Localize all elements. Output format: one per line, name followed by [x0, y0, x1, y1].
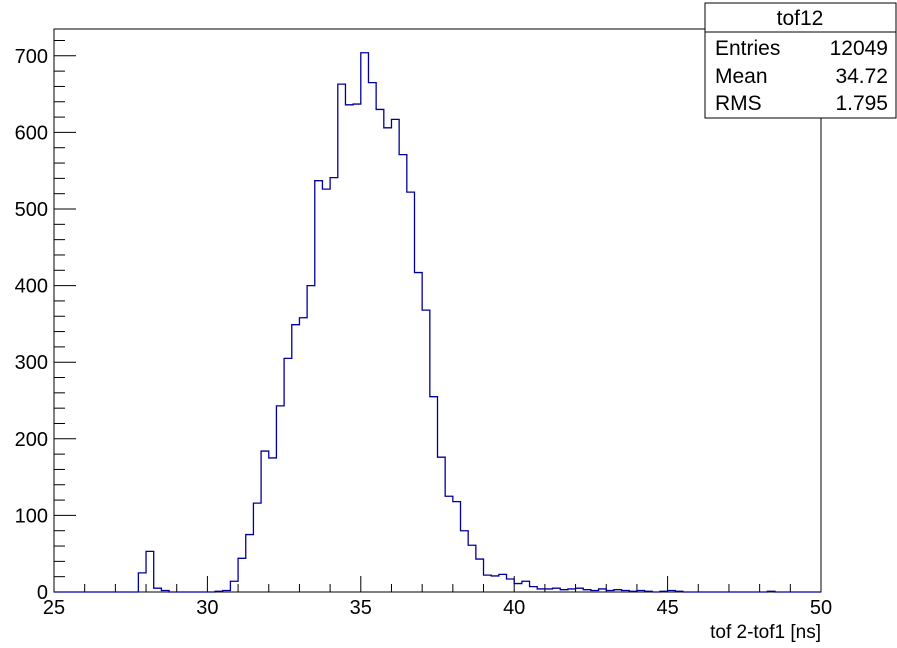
y-axis-major-ticks — [54, 55, 76, 593]
y-tick-label: 300 — [15, 352, 48, 374]
x-tick-label: 30 — [196, 597, 218, 619]
plot-frame — [53, 28, 822, 593]
x-tick-label: 50 — [810, 597, 832, 619]
y-axis-tick-labels: 0 100 200 300 400 500 600 700 — [15, 46, 48, 604]
x-tick-label: 25 — [43, 597, 65, 619]
y-tick-label: 500 — [15, 199, 48, 221]
x-axis-major-ticks — [53, 576, 822, 592]
stats-mean-label: Mean — [715, 65, 768, 88]
stats-entries-label: Entries — [715, 37, 780, 60]
y-tick-label: 100 — [15, 505, 48, 527]
y-tick-label: 200 — [15, 429, 48, 451]
histogram-series-line — [54, 52, 821, 593]
x-axis-title: tof 2-tof1 [ns] — [710, 622, 821, 643]
x-tick-label: 35 — [350, 597, 372, 619]
stats-rms-value: 1.795 — [835, 92, 888, 115]
x-axis-minor-ticks — [84, 584, 791, 592]
y-tick-label: 700 — [15, 46, 48, 68]
stats-mean-value: 34.72 — [835, 65, 888, 88]
y-tick-label: 400 — [15, 276, 48, 298]
x-tick-label: 40 — [503, 597, 525, 619]
x-tick-label: 45 — [656, 597, 678, 619]
stats-rms-label: RMS — [715, 92, 762, 115]
stats-box: tof12 Entries 12049 Mean 34.72 RMS 1.795 — [704, 2, 897, 119]
stats-entries-value: 12049 — [830, 37, 888, 60]
y-axis-minor-ticks — [54, 39, 65, 578]
x-axis-tick-labels: 25 30 35 40 45 50 — [43, 597, 832, 619]
stats-box-title: tof12 — [777, 7, 824, 30]
y-tick-label: 0 — [37, 582, 48, 604]
y-tick-label: 600 — [15, 122, 48, 144]
stats-box-frame — [704, 2, 897, 119]
